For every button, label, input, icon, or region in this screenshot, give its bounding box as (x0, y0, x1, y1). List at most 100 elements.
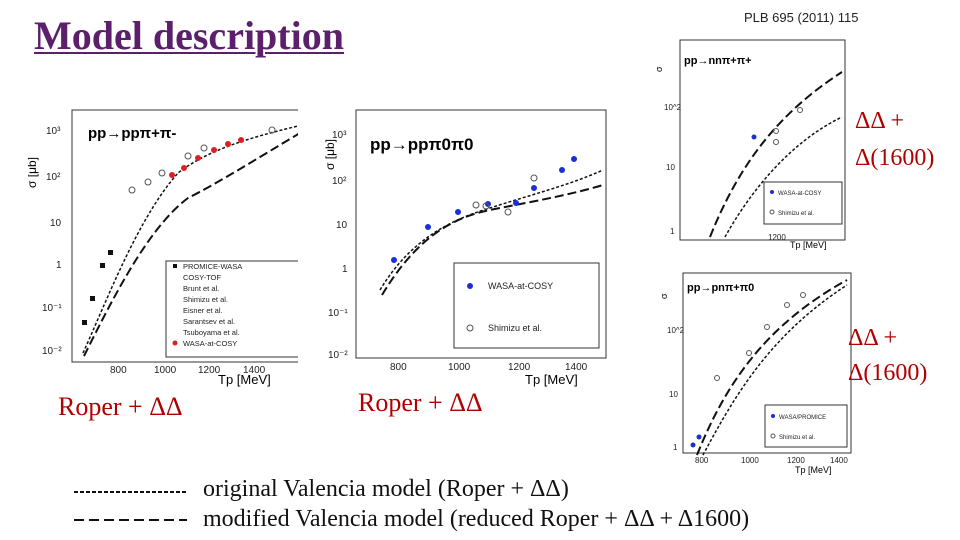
plot4-curve-original (702, 284, 848, 456)
plot1-point-wasa (211, 147, 217, 153)
line-style-legend (74, 491, 187, 521)
legend-modified-model: modified Valencia model (reduced Roper +… (203, 506, 750, 532)
plot3-legend-marker (770, 190, 774, 194)
plot2-point-shimizu (472, 201, 480, 209)
plot2-legend-entry: Shimizu et al. (488, 323, 542, 333)
plot1-legend-marker (172, 340, 178, 346)
plot3-model-label-line2: Δ(1600) (855, 145, 935, 171)
plot4-point-shimizu (746, 350, 752, 356)
plot1-point-promice (82, 320, 87, 325)
plot2-ytick-1: 1 (342, 264, 348, 275)
plot1-legend-marker (173, 264, 177, 268)
plot1-point-wasa (238, 137, 244, 143)
plot1-xtick-800: 800 (110, 365, 127, 376)
plot2-curve-original (379, 169, 604, 291)
plot2-ytick-1e3: 10³ (332, 130, 347, 141)
plot2-curve-modified (381, 184, 604, 296)
plot-pp-pi0pi0: pp→ppπ0π0 10³ 10² 10 1 10⁻¹ 10⁻² 800 100… (323, 109, 607, 387)
plot4-point-shimizu (800, 292, 806, 298)
plot3-point-shimizu (773, 128, 779, 134)
plot2-reaction: pp→ppπ0π0 (370, 135, 473, 154)
plot1-legend-entry: Eisner et al. (183, 306, 223, 315)
plot4-xtick-800: 800 (695, 456, 709, 465)
plot2-xtick-1200: 1200 (508, 362, 531, 373)
plot1-point-wasa (195, 155, 201, 161)
plot3-point-wasa (751, 134, 757, 140)
plot2-ytick-1e-1: 10⁻¹ (328, 308, 348, 319)
plot4-xlabel: Tp [MeV] (795, 465, 832, 475)
plot4-point-wasa (696, 434, 702, 440)
plot3-xtick-1200: 1200 (768, 233, 786, 242)
plot2-ytick-10: 10 (336, 220, 348, 231)
plot2-model-label: Roper + ΔΔ (358, 388, 483, 417)
plot2-point-wasa (455, 209, 461, 215)
plot4-legend-box (764, 404, 848, 448)
plot1-frame (71, 109, 298, 363)
reference-text: PLB 695 (2011) 115 (744, 10, 859, 25)
plot1-xtick-1200: 1200 (198, 365, 221, 376)
plot4-xtick-1400: 1400 (830, 456, 848, 465)
plot4-point-shimizu (784, 302, 790, 308)
plot1-point-other (200, 144, 208, 152)
plot2-ytick-1e2: 10² (332, 176, 347, 187)
plot2-xtick-1400: 1400 (565, 362, 588, 373)
plot-pp-pnpipi0: pp→pnπ+π0 10^2 10 1 800 1000 1200 1400 T… (659, 272, 852, 475)
plot1-reaction: pp→ppπ+π- (88, 125, 176, 142)
plot4-point-shimizu (764, 324, 770, 330)
plot1-xtick-1000: 1000 (154, 365, 177, 376)
plot1-xtick-1400: 1400 (243, 365, 266, 376)
plot1-point-promice (108, 250, 113, 255)
plot2-ytick-1e-2: 10⁻² (328, 350, 348, 361)
plot1-ytick-10: 10 (50, 218, 62, 229)
plot1-model-label: Roper + ΔΔ (58, 392, 183, 421)
plot1-legend-entry: Brunt et al. (183, 284, 219, 293)
plot1-ytick-1e2: 10² (46, 172, 61, 183)
plot3-legend-entry: Shimizu et al. (778, 211, 814, 217)
plot1-ytick-1e3: 10³ (46, 126, 61, 137)
plot1-legend-entry: Sarantsev et al. (183, 317, 235, 326)
plot2-point-wasa (559, 167, 565, 173)
plot3-ytick-1e2: 10^2 (664, 103, 682, 112)
plot3-model-label-line1: ΔΔ + (855, 108, 905, 134)
plot4-legend-entry: WASA/PROMICE (779, 415, 826, 421)
plot3-curve-modified (709, 71, 843, 238)
plot4-xtick-1200: 1200 (787, 456, 805, 465)
plot2-point-shimizu (530, 174, 538, 182)
plot2-ylabel: σ [μb] (323, 139, 337, 170)
plot2-point-shimizu (504, 208, 512, 216)
plot3-xlabel: Tp [MeV] (790, 240, 827, 250)
plot3-legend-marker (769, 209, 775, 215)
plot4-legend-marker (771, 414, 775, 418)
plot-pp-nnpipi: pp→nnπ+π+ 10^2 10 1 1200 Tp [MeV] σ WASA… (654, 39, 846, 250)
plot4-model-label-line1: ΔΔ + (848, 325, 898, 351)
plot3-point-shimizu (797, 107, 803, 113)
plot1-ytick-1: 1 (56, 260, 62, 271)
plot4-ytick-10: 10 (669, 390, 678, 399)
plot2-point-wasa (391, 257, 397, 263)
plot1-legend-entry: PROMICE-WASA (183, 262, 242, 271)
plot1-point-promice (90, 296, 95, 301)
plot1-point-wasa (225, 141, 231, 147)
plot1-point-other (268, 126, 276, 134)
plot2-point-wasa (425, 224, 431, 230)
plot2-point-wasa (531, 185, 537, 191)
plot1-ylabel: σ [μb] (28, 157, 39, 188)
plot1-curve-original (82, 125, 298, 354)
plot4-xtick-1000: 1000 (741, 456, 759, 465)
plot4-legend-entry: Shimizu et al. (779, 435, 815, 441)
plot4-legend-marker (770, 433, 776, 439)
plot1-xlabel: Tp [MeV] (218, 372, 271, 387)
plot1-ytick-1e-2: 10⁻² (42, 346, 62, 357)
plot4-point-shimizu (714, 375, 720, 381)
plot1-point-wasa (169, 172, 175, 178)
plot2-frame (355, 109, 607, 359)
plot3-point-shimizu (773, 139, 779, 145)
plot3-reaction: pp→nnπ+π+ (684, 55, 752, 67)
plot4-reaction: pp→pnπ+π0 (687, 282, 754, 294)
plot2-xtick-1000: 1000 (448, 362, 471, 373)
plot3-ylabel: σ (654, 66, 664, 72)
plot1-legend-entry: Shimizu et al. (183, 295, 228, 304)
plot3-ytick-1: 1 (670, 227, 675, 236)
plot1-point-other (144, 178, 152, 186)
plot1-legend-entry: COSY-TOF (183, 273, 221, 282)
